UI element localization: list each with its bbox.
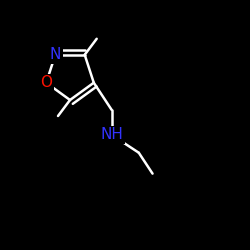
Text: O: O bbox=[40, 75, 52, 90]
Text: NH: NH bbox=[100, 127, 123, 142]
Text: N: N bbox=[50, 47, 61, 62]
